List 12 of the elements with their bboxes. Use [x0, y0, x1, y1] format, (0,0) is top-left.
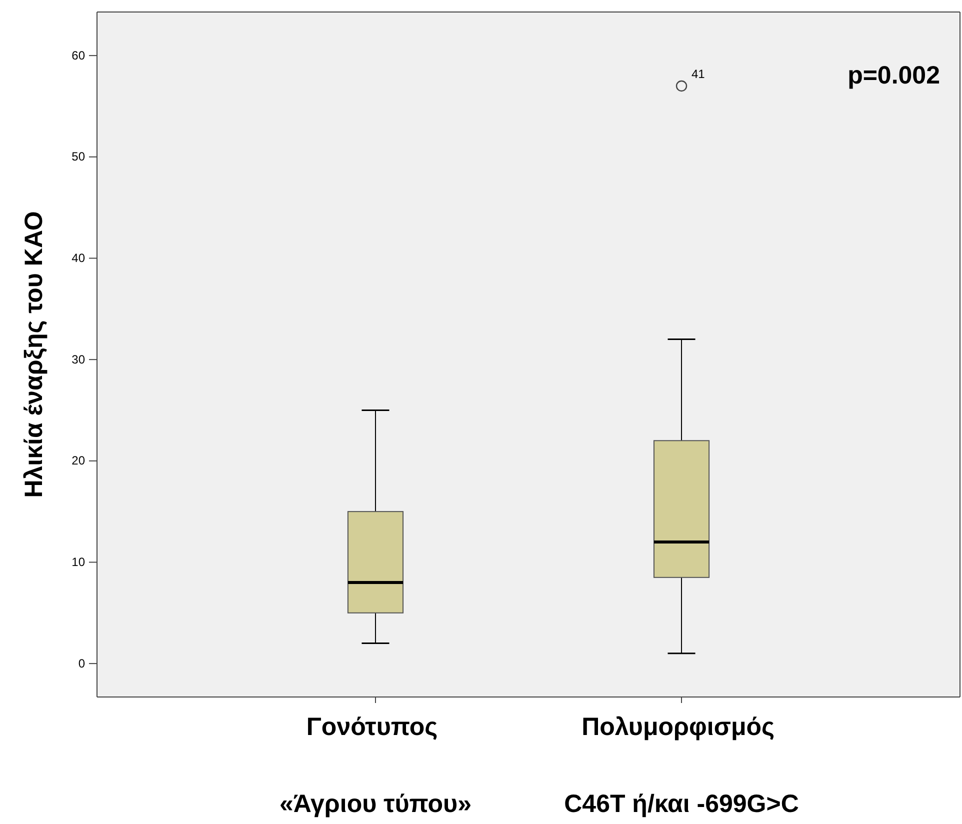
y-tick-label: 20 — [72, 454, 86, 468]
y-tick-label: 60 — [72, 48, 86, 62]
y-tick-label: 10 — [72, 555, 86, 570]
annotation: p=0.002 — [848, 62, 940, 90]
y-tick-label: 50 — [72, 150, 86, 164]
y-tick-label: 0 — [78, 656, 86, 670]
annotation: 41 — [692, 66, 706, 81]
y-axis-title: Ηλικία έναρξης του ΚΑΟ — [20, 211, 48, 498]
category-label: Πολυμορφισμός C46T ή/και -699G>C — [564, 713, 799, 818]
category-label: Γονότυπος «Άγριου τύπου» — [279, 713, 472, 818]
y-tick-label: 30 — [72, 352, 86, 366]
y-tick-label: 40 — [72, 251, 86, 266]
